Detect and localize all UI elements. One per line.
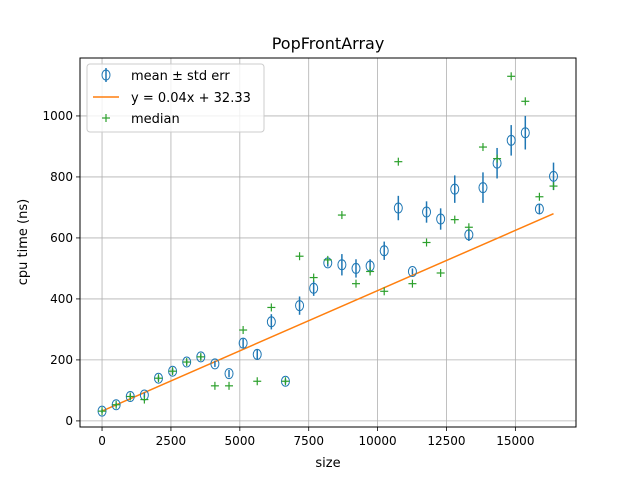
mean-point xyxy=(436,213,446,225)
mean-point xyxy=(407,265,417,277)
median-point xyxy=(126,392,135,401)
legend-label-median: median xyxy=(131,112,180,127)
mean-point xyxy=(478,182,488,194)
mean-errorbar-series xyxy=(97,115,559,417)
mean-point xyxy=(351,262,361,274)
median-point xyxy=(323,255,332,264)
median-point xyxy=(478,143,487,152)
y-tick-label: 200 xyxy=(50,353,73,367)
median-point xyxy=(140,395,149,404)
plot-frame xyxy=(79,57,577,428)
mean-point xyxy=(534,203,544,215)
y-tick-label: 1000 xyxy=(42,109,73,123)
median-point xyxy=(493,154,502,163)
median-point xyxy=(168,367,177,376)
y-tick-label: 0 xyxy=(65,414,73,428)
y-axis-ticks: 0 200 400 600 800 1000 xyxy=(42,109,80,428)
median-point xyxy=(436,268,445,277)
x-axis-ticks: 0 2500 5000 7500 10000 12500 15000 xyxy=(98,427,534,448)
x-tick-label: 7500 xyxy=(293,434,324,448)
legend-box xyxy=(86,63,265,133)
mean-point xyxy=(549,170,559,182)
mean-point xyxy=(266,316,276,328)
median-point xyxy=(295,252,304,261)
x-tick-label: 2500 xyxy=(156,434,187,448)
mean-point xyxy=(337,259,347,271)
median-point xyxy=(98,407,107,416)
median-point xyxy=(380,287,389,296)
x-tick-label: 10000 xyxy=(359,434,397,448)
median-point xyxy=(182,358,191,367)
median-point xyxy=(464,223,473,232)
median-point xyxy=(549,182,558,191)
median-point xyxy=(422,238,431,247)
median-point xyxy=(351,279,360,288)
chart-title: PopFrontArray xyxy=(272,34,385,53)
mean-point xyxy=(309,282,319,294)
median-point xyxy=(366,267,375,276)
mean-point xyxy=(393,202,403,214)
median-point xyxy=(281,377,290,386)
x-tick-label: 5000 xyxy=(225,434,256,448)
mean-point xyxy=(450,183,460,195)
mean-point xyxy=(238,337,248,349)
x-tick-label: 0 xyxy=(98,434,106,448)
median-point xyxy=(253,377,262,386)
median-point xyxy=(225,381,234,390)
mean-point xyxy=(295,300,305,312)
mean-point xyxy=(520,127,530,139)
mean-point xyxy=(506,134,516,146)
y-tick-label: 800 xyxy=(50,170,73,184)
x-axis-label: size xyxy=(315,456,340,471)
median-point xyxy=(210,381,219,390)
legend-marker-median xyxy=(102,114,110,122)
median-point xyxy=(337,211,346,220)
fit-line xyxy=(101,212,554,412)
x-tick-label: 15000 xyxy=(496,434,534,448)
mean-point xyxy=(422,206,432,218)
x-tick-label: 12500 xyxy=(427,434,465,448)
median-point xyxy=(196,352,205,361)
median-point xyxy=(394,157,403,166)
y-tick-label: 600 xyxy=(50,231,73,245)
mean-point xyxy=(252,348,262,360)
mean-point xyxy=(210,358,220,370)
fit-line-series xyxy=(101,212,554,412)
median-point xyxy=(154,374,163,383)
y-tick-label: 400 xyxy=(50,292,73,306)
median-series xyxy=(98,72,558,416)
median-point xyxy=(507,72,516,81)
legend-label-fit: y = 0.04x + 32.33 xyxy=(131,91,251,106)
legend: mean ± std err y = 0.04x + 32.33 median xyxy=(86,63,265,133)
median-point xyxy=(309,273,318,282)
legend-label-mean: mean ± std err xyxy=(131,69,230,84)
median-point xyxy=(450,215,459,224)
median-point xyxy=(535,192,544,201)
mean-point xyxy=(379,245,389,257)
legend-marker-mean xyxy=(101,68,111,82)
mean-point xyxy=(224,368,234,380)
median-point xyxy=(112,400,121,409)
median-point xyxy=(408,279,417,288)
median-point xyxy=(239,326,248,335)
y-axis-label: cpu time (ns) xyxy=(16,199,31,285)
median-point xyxy=(267,303,276,312)
median-point xyxy=(521,97,530,106)
